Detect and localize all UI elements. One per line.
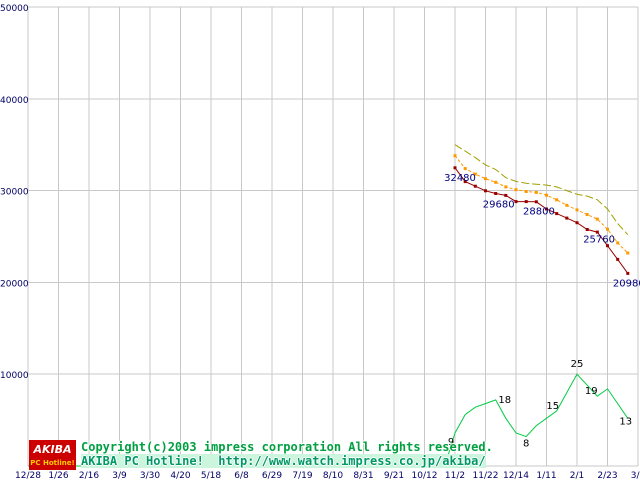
series-highest-price <box>454 144 629 236</box>
svg-text:3/30: 3/30 <box>140 471 160 480</box>
series-average-price <box>454 155 629 254</box>
value-label-32480: 32480 <box>444 173 476 184</box>
svg-text:20000: 20000 <box>0 279 29 289</box>
svg-text:2/23: 2/23 <box>597 471 617 480</box>
grid <box>27 6 639 467</box>
svg-text:3/9: 3/9 <box>112 471 127 480</box>
point-labels: 32480 29680 28800 25760 20980 9 18 8 15 25 19 13 <box>444 173 640 450</box>
series-lowest-price <box>454 167 629 274</box>
value-label-25: 25 <box>571 359 584 370</box>
svg-text:12/14: 12/14 <box>503 471 529 480</box>
value-label-29680: 29680 <box>483 200 515 211</box>
value-label-13: 13 <box>619 416 632 427</box>
svg-text:12/28: 12/28 <box>15 471 41 480</box>
site-url-text: AKIBA PC Hotline! http://www.watch.impre… <box>81 454 486 468</box>
value-label-25760: 25760 <box>583 235 615 246</box>
svg-text:11/22: 11/22 <box>473 471 499 480</box>
value-label-19: 19 <box>585 386 598 397</box>
akiba-logo-subtext: PC Hotline! <box>30 459 75 467</box>
copyright-text: Copyright(c)2003 impress corporation All… <box>81 440 493 454</box>
svg-text:6/8: 6/8 <box>234 471 249 480</box>
markers-lowest-price <box>453 166 630 275</box>
svg-text:30000: 30000 <box>0 188 29 198</box>
svg-text:8/31: 8/31 <box>353 471 373 480</box>
svg-text:50000: 50000 <box>0 4 29 14</box>
svg-text:1/26: 1/26 <box>48 471 68 480</box>
svg-text:7/19: 7/19 <box>292 471 312 480</box>
markers-average-price <box>453 154 630 255</box>
footer-text: Copyright(c)2003 impress corporation All… <box>81 440 493 468</box>
akiba-logo: AKIBA PC Hotline! <box>29 440 76 470</box>
svg-text:5/18: 5/18 <box>201 471 221 480</box>
svg-text:40000: 40000 <box>0 96 29 106</box>
value-label-28800: 28800 <box>523 207 555 218</box>
series-shop-count <box>28 373 629 467</box>
svg-text:3/8: 3/8 <box>631 471 640 480</box>
x-axis-labels: 12/28 1/26 2/16 3/9 3/30 4/20 5/18 6/8 6/29 7/19 8… <box>15 471 640 480</box>
value-label-18: 18 <box>498 395 511 406</box>
svg-text:11/2: 11/2 <box>445 471 465 480</box>
svg-text:9/21: 9/21 <box>384 471 404 480</box>
footer: AKIBA PC Hotline! Copyright(c)2003 impre… <box>29 440 493 470</box>
svg-text:6/29: 6/29 <box>262 471 282 480</box>
y-axis-labels: 10000 20000 30000 40000 50000 <box>0 4 29 381</box>
svg-text:10/12: 10/12 <box>412 471 438 480</box>
value-label-9: 9 <box>448 437 454 448</box>
value-label-20980: 20980 <box>613 278 640 289</box>
value-label-8: 8 <box>523 439 529 450</box>
value-label-15: 15 <box>546 401 559 412</box>
svg-text:4/20: 4/20 <box>170 471 190 480</box>
akiba-logo-text: AKIBA <box>33 443 72 456</box>
svg-text:8/10: 8/10 <box>323 471 343 480</box>
svg-text:1/11: 1/11 <box>536 471 556 480</box>
svg-text:2/16: 2/16 <box>79 471 99 480</box>
svg-text:10000: 10000 <box>0 371 29 381</box>
svg-text:2/1: 2/1 <box>570 471 584 480</box>
